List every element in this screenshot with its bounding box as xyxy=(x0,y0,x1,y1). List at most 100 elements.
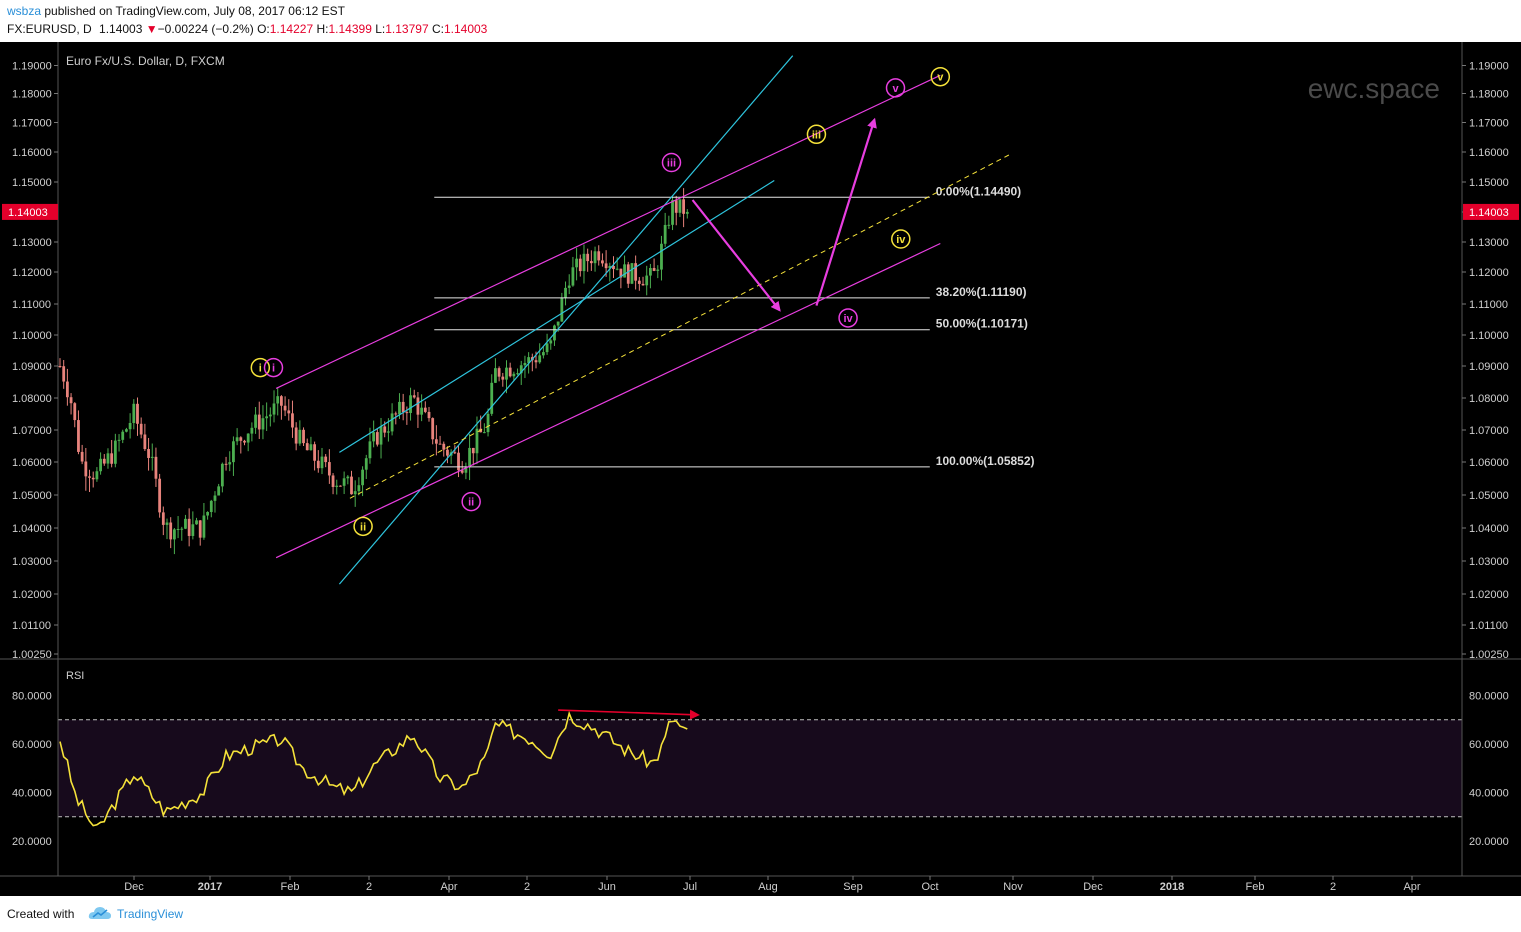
price-tick-left: 1.12000 xyxy=(12,267,52,279)
candle-body xyxy=(69,397,73,404)
candle-body xyxy=(169,522,173,540)
candle-body xyxy=(117,439,121,441)
candle-body xyxy=(176,529,180,531)
candle-body xyxy=(232,441,235,463)
wave-label-text: ii xyxy=(360,521,366,533)
candle-body xyxy=(198,520,202,538)
last-price-badge-left xyxy=(2,203,58,220)
rsi-band-layer xyxy=(58,719,1462,818)
watermark: ewc.space xyxy=(1308,73,1440,104)
rsi-tick-right: 40.0000 xyxy=(1469,788,1509,800)
price-tick-left: 1.06000 xyxy=(12,457,52,469)
candle-body xyxy=(77,420,80,452)
candle-body xyxy=(121,431,125,440)
cyan-channel-line xyxy=(339,179,775,453)
candle-body xyxy=(268,414,272,417)
candle-body xyxy=(113,440,117,464)
fib-level-label: 50.00%(1.10171) xyxy=(936,317,1028,331)
candle-body xyxy=(339,485,342,487)
candle-body xyxy=(375,432,379,445)
candle-body xyxy=(91,477,95,480)
time-tick-label: Feb xyxy=(1246,881,1265,893)
candle-body xyxy=(460,470,464,473)
candle-body xyxy=(471,447,475,454)
price-tick-right: 1.12000 xyxy=(1469,267,1509,279)
rsi-tick-right: 60.0000 xyxy=(1469,739,1509,751)
candle-body xyxy=(287,410,291,414)
candle-body xyxy=(409,395,412,414)
candle-body xyxy=(534,360,538,363)
candle-body xyxy=(331,475,335,487)
candle-body xyxy=(106,453,110,464)
price-tick-left: 1.13000 xyxy=(12,237,52,249)
price-tick-right: 1.01100 xyxy=(1469,620,1508,632)
price-tick-right: 1.19000 xyxy=(1469,61,1509,73)
candle-body xyxy=(468,447,471,468)
fib-level-label: 38.20%(1.11190) xyxy=(936,285,1027,299)
price-tick-left: 1.16000 xyxy=(12,147,52,159)
price-tick-left: 1.00250 xyxy=(12,649,52,661)
candle-body xyxy=(401,401,405,413)
price-tick-right: 1.11000 xyxy=(1469,299,1508,311)
candle-body xyxy=(209,500,213,513)
candle-body xyxy=(139,423,143,435)
candle-body xyxy=(132,403,136,424)
time-tick-label: Oct xyxy=(921,881,938,893)
candle-body xyxy=(84,461,88,477)
wave-label-text: iii xyxy=(667,158,676,170)
candle-body xyxy=(442,443,446,450)
change-value: −0.00224 (−0.2%) xyxy=(157,22,254,36)
tradingview-link[interactable]: TradingView xyxy=(117,907,184,921)
candle-body xyxy=(335,485,339,487)
candle-body xyxy=(516,373,519,375)
candle-body xyxy=(427,411,431,419)
candle-body xyxy=(623,264,626,278)
wave-label-circle xyxy=(661,152,682,173)
wave-label-circle xyxy=(263,357,284,378)
time-tick-label: Dec xyxy=(124,881,144,893)
candle-body xyxy=(102,458,106,464)
candle-body xyxy=(261,418,265,430)
candle-body xyxy=(682,199,686,214)
candle-body xyxy=(527,357,531,363)
candle-body xyxy=(423,407,427,412)
candle-body xyxy=(578,258,582,272)
candle-body xyxy=(95,471,99,480)
candle-body xyxy=(431,418,435,440)
wave-label-circle xyxy=(930,66,951,87)
open-label: O: xyxy=(257,22,270,36)
candle-body xyxy=(541,352,545,356)
candle-body xyxy=(298,429,302,444)
price-tick-right: 1.09000 xyxy=(1469,361,1509,373)
price-tick-right: 1.16000 xyxy=(1469,147,1509,159)
candle-body xyxy=(560,297,564,322)
fibonacci-layer: 0.00%(1.14490) 38.20%(1.11190) 50.00%(1.10… xyxy=(434,184,1035,468)
candle-body xyxy=(276,396,280,404)
candle-body xyxy=(394,413,398,415)
time-tick-label: Feb xyxy=(281,881,300,893)
wave-label-text: v xyxy=(892,83,899,95)
candle-body xyxy=(305,443,309,451)
rsi-tick-left: 60.0000 xyxy=(12,739,52,751)
candle-body xyxy=(545,343,549,353)
price-tick-left: 1.02000 xyxy=(12,589,52,601)
time-tick-label: Apr xyxy=(440,881,457,893)
candle-body xyxy=(379,426,383,445)
price-tick-right: 1.07000 xyxy=(1469,425,1509,437)
author-username[interactable]: wsbza xyxy=(7,4,42,18)
projection-arrow xyxy=(815,117,877,306)
candle-body xyxy=(291,413,294,428)
candle-body xyxy=(161,512,165,525)
wave-label-text: i xyxy=(259,363,262,375)
candle-body xyxy=(637,280,641,284)
candle-body xyxy=(601,260,604,264)
price-tick-left: 1.15000 xyxy=(12,177,52,189)
price-chart[interactable]: 0.00%(1.14490) 38.20%(1.11190) 50.00%(1.10… xyxy=(0,42,1521,896)
candle-body xyxy=(342,478,346,486)
wave-label-circle xyxy=(885,78,906,98)
candle-body xyxy=(206,512,209,516)
candle-body xyxy=(656,269,660,271)
time-tick-label: 2 xyxy=(524,881,530,893)
candle-body xyxy=(678,199,682,213)
candle-body xyxy=(184,518,187,529)
